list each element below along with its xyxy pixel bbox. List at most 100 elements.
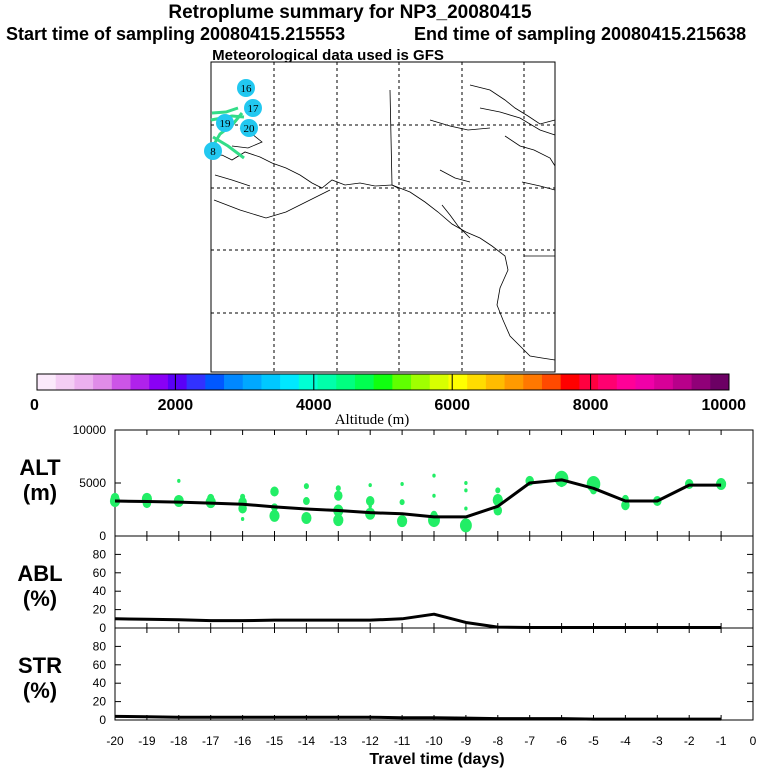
x-tick-label: -9	[461, 734, 472, 748]
colorbar-swatch	[280, 374, 300, 390]
colorbar-swatch	[504, 374, 524, 390]
x-tick-label: -11	[394, 734, 411, 748]
x-tick-label: -5	[588, 734, 599, 748]
colorbar-swatch	[186, 374, 206, 390]
x-tick-label: -2	[684, 734, 695, 748]
x-axis-label: Travel time (days)	[369, 751, 504, 768]
colorbar-tick-label: 2000	[158, 397, 194, 414]
colorbar-swatch	[635, 374, 655, 390]
colorbar-tick-label: 8000	[573, 397, 609, 414]
colorbar-tick-label: 6000	[434, 397, 470, 414]
colorbar-swatch	[429, 374, 449, 390]
panel-str: STR(%) 80 60 40 20 0	[18, 627, 754, 727]
colorbar-tick-label: 10000	[702, 397, 747, 414]
y-tick-label: 80	[93, 639, 107, 653]
series-line-alt	[114, 478, 722, 519]
x-tick-label: -13	[330, 734, 348, 748]
y-tick-label: 20	[93, 695, 107, 709]
altitude-scatter-point	[464, 488, 468, 493]
colorbar-tick-label: 4000	[296, 397, 332, 414]
colorbar-label: Altitude (m)	[335, 412, 410, 428]
x-tick-label: -3	[652, 734, 663, 748]
x-tick-label: -18	[170, 734, 188, 748]
x-tick-label: -10	[425, 734, 443, 748]
altitude-scatter-point	[399, 499, 405, 506]
chart-title: Retroplume summary for NP3_20080415	[168, 2, 532, 23]
colorbar-swatch	[261, 374, 281, 390]
colorbar-swatch	[392, 374, 412, 390]
x-tick-label: -19	[138, 734, 156, 748]
colorbar-swatch	[485, 374, 506, 390]
x-tick-label: 0	[750, 734, 757, 748]
colorbar-swatch	[579, 374, 599, 390]
altitude-scatter-point	[495, 487, 501, 494]
series-line-abl	[114, 612, 722, 630]
colorbar-swatch	[55, 374, 75, 390]
day-marker-label: 17	[248, 103, 260, 115]
altitude-scatter-point	[368, 483, 372, 488]
altitude-scatter-point	[240, 493, 246, 500]
colorbar-swatch	[467, 374, 487, 390]
colorbar-swatch	[448, 374, 468, 390]
day-marker-8	[204, 142, 222, 160]
y-tick-label: 20	[93, 603, 107, 617]
colorbar-swatch	[373, 374, 393, 390]
y-tick-label: 0	[99, 621, 106, 635]
day-marker-17	[244, 99, 262, 117]
altitude-scatter-point	[400, 482, 404, 487]
panel-label-unit: (m)	[23, 480, 57, 505]
panel-frame	[114, 627, 754, 721]
x-tick-label: -14	[298, 734, 316, 748]
map-panel: 16 17 19 20 8	[204, 61, 556, 373]
colorbar-swatch	[242, 374, 262, 390]
y-tick-label: 5000	[79, 476, 106, 490]
colorbar-swatch	[598, 374, 618, 390]
y-tick-label: 40	[93, 676, 107, 690]
altitude-scatter-point	[464, 506, 468, 511]
altitude-scatter-point	[303, 497, 310, 506]
colorbar-tick-labels: 0 2000 4000 6000 8000 10000	[30, 374, 746, 414]
altitude-scatter-point	[207, 493, 215, 502]
x-tick-label: -16	[234, 734, 252, 748]
colorbar-swatch	[616, 374, 636, 390]
y-tick-label: 0	[99, 529, 106, 543]
day-marker-label: 16	[241, 83, 253, 95]
altitude-scatter-point	[397, 515, 408, 528]
panel-alt: ALT(m) 10000 5000 0	[19, 423, 754, 543]
colorbar-swatch	[111, 374, 132, 390]
colorbar-swatch	[411, 374, 431, 390]
colorbar-swatch	[93, 374, 113, 390]
met-data-label: Meteorological data used is GFS	[212, 47, 444, 64]
colorbar-swatch	[167, 374, 188, 390]
x-tick-label: -20	[106, 734, 124, 748]
colorbar-swatch	[224, 374, 244, 390]
colorbar-swatch	[654, 374, 674, 390]
colorbar-swatch	[354, 374, 375, 390]
day-marker-label: 19	[220, 118, 232, 130]
x-axis: -20 -19 -18 -17 -16 -15 -14 -13 -12 -11 -10 -9 -8 -7-…	[106, 734, 756, 748]
altitude-scatter-point	[335, 485, 341, 492]
map-graticule	[211, 62, 555, 372]
panel-label: ABL	[17, 561, 62, 586]
y-tick-label: 80	[93, 547, 107, 561]
altitude-scatter-point	[559, 483, 564, 488]
y-tick-label: 10000	[73, 423, 107, 437]
start-time-label: Start time of sampling 20080415.215553	[6, 24, 346, 44]
altitude-scatter-point	[621, 500, 630, 511]
y-tick-label: 40	[93, 584, 107, 598]
altitude-scatter-point	[334, 490, 343, 501]
colorbar-swatch	[523, 374, 543, 390]
colorbar-swatch	[691, 374, 711, 390]
time-series-panels: ALT(m)1000050000ABL(%)806040200STR(%)806…	[17, 423, 754, 727]
colorbar-swatch	[317, 374, 337, 390]
panel-label: ALT	[19, 455, 61, 480]
colorbar-swatch	[336, 374, 356, 390]
altitude-scatter-point	[177, 478, 181, 483]
y-tick-label: 0	[99, 713, 106, 727]
map-day-markers: 16 17 19 20 8	[204, 79, 262, 160]
x-tick-label: -8	[492, 734, 503, 748]
colorbar-swatch	[298, 374, 319, 390]
altitude-scatter-point	[269, 509, 280, 522]
colorbar-swatch	[130, 374, 150, 390]
altitude-scatter-point	[333, 514, 344, 527]
